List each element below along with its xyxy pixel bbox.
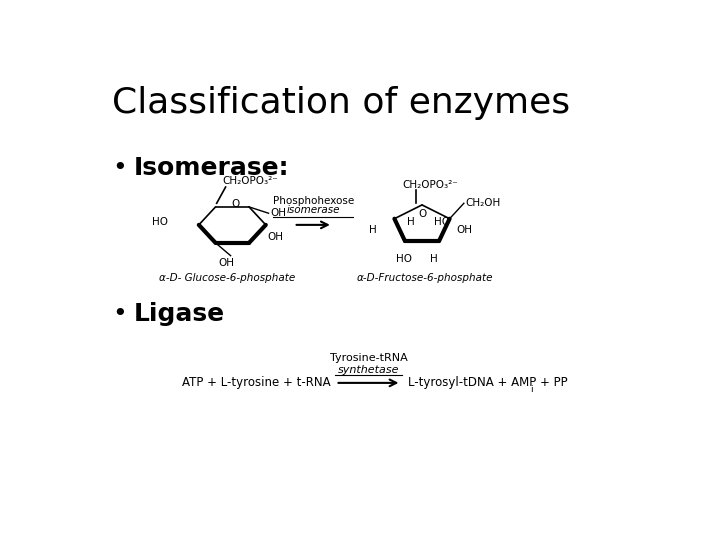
- Text: Classification of enzymes: Classification of enzymes: [112, 85, 570, 119]
- Text: HO: HO: [396, 254, 412, 264]
- Text: CH₂OPO₃²⁻: CH₂OPO₃²⁻: [402, 179, 458, 190]
- Text: ATP + L-tyrosine + t-RNA: ATP + L-tyrosine + t-RNA: [182, 376, 330, 389]
- Text: Ligase: Ligase: [133, 302, 225, 326]
- Text: α-D-Fructose-6-phosphate: α-D-Fructose-6-phosphate: [356, 273, 493, 283]
- Text: •: •: [112, 302, 127, 326]
- Text: •: •: [112, 156, 127, 180]
- Text: H: H: [369, 225, 377, 235]
- Text: Isomerase:: Isomerase:: [133, 156, 289, 180]
- Text: CH₂OPO₃²⁻: CH₂OPO₃²⁻: [222, 176, 278, 186]
- Text: O: O: [418, 209, 426, 219]
- Text: O: O: [231, 199, 239, 208]
- Text: OH: OH: [456, 225, 472, 235]
- Text: Tyrosine-tRNA: Tyrosine-tRNA: [330, 353, 408, 363]
- Text: isomerase: isomerase: [287, 205, 340, 215]
- Text: OH: OH: [267, 232, 283, 242]
- Text: α-D- Glucose-6-phosphate: α-D- Glucose-6-phosphate: [158, 273, 294, 283]
- Text: synthetase: synthetase: [338, 366, 399, 375]
- Text: H: H: [431, 254, 438, 264]
- Text: HO: HO: [152, 217, 168, 227]
- Text: HO: HO: [434, 217, 450, 227]
- Text: L-tyrosyl-tDNA + AMP + PP: L-tyrosyl-tDNA + AMP + PP: [408, 376, 567, 389]
- Text: H: H: [407, 217, 415, 227]
- Text: Phosphohexose: Phosphohexose: [273, 196, 354, 206]
- Text: OH: OH: [219, 258, 235, 268]
- Text: OH: OH: [270, 208, 287, 218]
- Text: CH₂OH: CH₂OH: [466, 198, 501, 208]
- Text: i: i: [530, 385, 532, 394]
